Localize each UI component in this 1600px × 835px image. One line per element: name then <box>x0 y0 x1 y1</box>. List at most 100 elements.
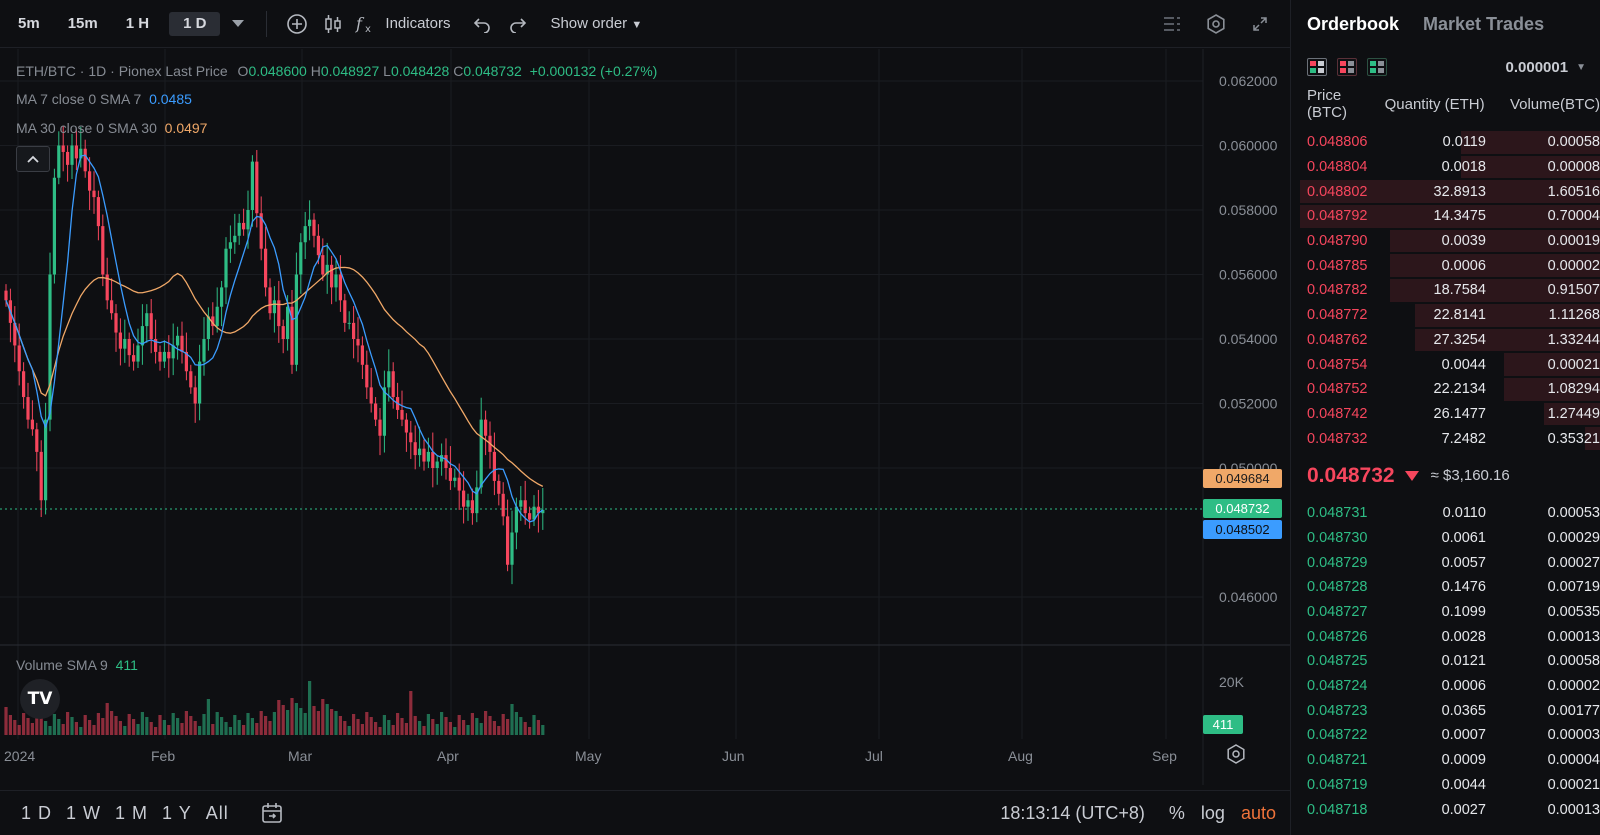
add-indicator-icon[interactable] <box>279 9 315 39</box>
bid-row[interactable]: 0.048726 0.0028 0.00013 <box>1291 624 1600 649</box>
ask-row[interactable]: 0.048752 22.2134 1.08294 <box>1291 377 1600 402</box>
bid-row[interactable]: 0.048729 0.0057 0.00027 <box>1291 550 1600 575</box>
bid-quantity: 0.0110 <box>1442 505 1486 522</box>
bid-row[interactable]: 0.048723 0.0365 0.00177 <box>1291 698 1600 723</box>
volume-bar <box>171 713 175 735</box>
tradingview-logo[interactable]: TV <box>20 679 60 719</box>
time-axis-settings-icon[interactable] <box>1227 744 1245 764</box>
ask-volume: 0.00021 <box>1547 356 1600 373</box>
range-all[interactable]: All <box>205 802 229 823</box>
interval-1h[interactable]: 1 H <box>125 14 150 32</box>
settings-gear-icon[interactable] <box>1198 9 1234 39</box>
candle-body <box>352 322 356 339</box>
precision-select[interactable]: 0.000001 ▼ <box>1506 59 1586 76</box>
bid-row[interactable]: 0.048724 0.0006 0.00002 <box>1291 674 1600 699</box>
candle-body <box>13 322 17 346</box>
log-scale-toggle[interactable]: log <box>1200 803 1225 823</box>
bid-row[interactable]: 0.048718 0.0027 0.00013 <box>1291 797 1600 822</box>
ask-row[interactable]: 0.048772 22.8141 1.11268 <box>1291 303 1600 328</box>
ma7-legend[interactable]: MA 7 close 0 SMA 7 0.0485 <box>16 91 192 107</box>
go-to-date-icon[interactable] <box>254 798 290 828</box>
fullscreen-icon[interactable] <box>1242 9 1278 39</box>
range-1d[interactable]: 1 D <box>21 802 53 823</box>
volume-bar <box>255 723 259 735</box>
interval-dropdown-icon[interactable] <box>232 20 245 27</box>
bid-row[interactable]: 0.048719 0.0044 0.00021 <box>1291 773 1600 798</box>
candlestick-chart[interactable]: 0.062000 0.060000 0.058000 0.056000 0.054000… <box>0 49 1290 785</box>
ma30-legend[interactable]: MA 30 close 0 SMA 30 0.0497 <box>16 120 207 136</box>
candle-body <box>17 345 21 372</box>
volume-bar <box>206 699 210 735</box>
ask-row[interactable]: 0.048732 7.2482 0.35321 <box>1291 426 1600 451</box>
tab-orderbook[interactable]: Orderbook <box>1307 13 1400 34</box>
bid-row[interactable]: 0.048728 0.1476 0.00719 <box>1291 575 1600 600</box>
collapse-legend-button[interactable] <box>16 146 50 172</box>
ask-volume: 0.00058 <box>1547 134 1600 151</box>
interval-15m[interactable]: 15m <box>67 14 98 32</box>
volume-bar <box>404 723 408 735</box>
volume-bar <box>462 720 466 735</box>
ask-row[interactable]: 0.048804 0.0018 0.00008 <box>1291 155 1600 180</box>
bid-row[interactable]: 0.048721 0.0009 0.00004 <box>1291 748 1600 773</box>
view-both-icon[interactable] <box>1307 58 1327 76</box>
toolbar-divider <box>266 10 268 37</box>
interval-1d[interactable]: 1 D <box>169 11 221 36</box>
ask-row[interactable]: 0.048790 0.0039 0.00019 <box>1291 229 1600 254</box>
ask-row[interactable]: 0.048802 32.8913 1.60516 <box>1291 179 1600 204</box>
volume-bar <box>413 716 417 735</box>
volume-legend[interactable]: Volume SMA 9 411 <box>16 657 138 673</box>
candle-body <box>74 145 78 159</box>
legend-interval: 1D <box>88 63 107 79</box>
bid-row[interactable]: 0.048725 0.0121 0.00058 <box>1291 649 1600 674</box>
volume-bar <box>17 725 21 735</box>
ask-row[interactable]: 0.048792 14.3475 0.70004 <box>1291 204 1600 229</box>
view-asks-icon[interactable] <box>1337 58 1357 76</box>
volume-bar <box>330 709 334 735</box>
chart-area[interactable]: 0.062000 0.060000 0.058000 0.056000 0.054000… <box>0 49 1290 785</box>
object-tree-icon[interactable] <box>1154 9 1190 39</box>
candle-body <box>202 339 206 362</box>
candle-body <box>360 345 364 365</box>
volume-bar <box>334 711 338 735</box>
view-bids-icon[interactable] <box>1367 58 1387 76</box>
bid-row[interactable]: 0.048731 0.0110 0.00053 <box>1291 501 1600 526</box>
timezone-clock[interactable]: 18:13:14 (UTC+8) <box>1000 803 1145 823</box>
bid-row[interactable]: 0.048722 0.0007 0.00003 <box>1291 723 1600 748</box>
orderbook-tools: 0.000001 ▼ <box>1291 52 1600 82</box>
ask-row[interactable]: 0.048782 18.7584 0.91507 <box>1291 278 1600 303</box>
range-1w[interactable]: 1 W <box>66 802 102 823</box>
volume-bar <box>193 721 197 735</box>
bid-quantity: 0.0028 <box>1441 628 1486 645</box>
volume-bar <box>506 719 510 735</box>
candle-body <box>162 351 166 362</box>
percent-scale-toggle[interactable]: % <box>1168 803 1185 823</box>
svg-text:x: x <box>365 24 371 35</box>
candle-body <box>457 477 461 491</box>
tab-market-trades[interactable]: Market Trades <box>1423 13 1545 34</box>
undo-icon[interactable] <box>464 9 500 39</box>
auto-scale-toggle[interactable]: auto <box>1240 803 1276 823</box>
bid-row[interactable]: 0.048730 0.0061 0.00029 <box>1291 526 1600 551</box>
ask-row[interactable]: 0.048742 26.1477 1.27449 <box>1291 402 1600 427</box>
redo-icon[interactable] <box>500 9 536 39</box>
ma30-price-tag: 0.049684 <box>1203 469 1282 488</box>
legend-open-label: O <box>237 63 249 79</box>
ask-row[interactable]: 0.048762 27.3254 1.33244 <box>1291 328 1600 353</box>
bid-row[interactable]: 0.048727 0.1099 0.00535 <box>1291 600 1600 625</box>
ask-row[interactable]: 0.048754 0.0044 0.00021 <box>1291 352 1600 377</box>
ask-row[interactable]: 0.048806 0.0119 0.00058 <box>1291 130 1600 155</box>
candle-body <box>255 161 259 214</box>
interval-5m[interactable]: 5m <box>18 14 40 32</box>
range-1m[interactable]: 1 M <box>115 802 149 823</box>
ask-row[interactable]: 0.048785 0.0006 0.00002 <box>1291 253 1600 278</box>
ask-price: 0.048804 <box>1307 159 1368 176</box>
candle-body <box>176 335 180 346</box>
show-order-button[interactable]: Show order ▼ <box>544 15 648 32</box>
candle-style-icon[interactable] <box>315 9 351 39</box>
range-1y[interactable]: 1 Y <box>162 802 192 823</box>
volume-bar <box>140 712 144 735</box>
volume-bar <box>303 713 307 735</box>
bid-price: 0.048731 <box>1307 505 1368 522</box>
indicators-button[interactable]: Indicators <box>385 15 451 32</box>
